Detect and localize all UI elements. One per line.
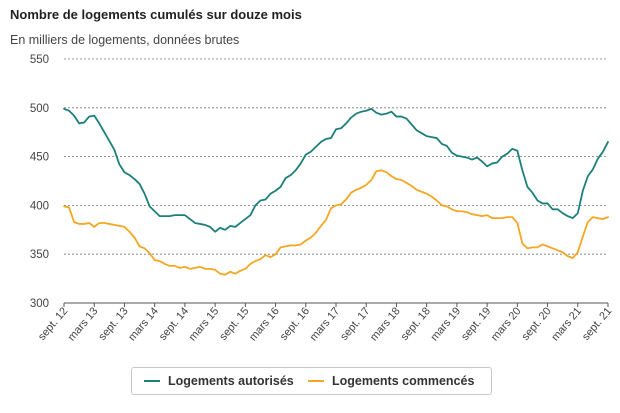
legend-swatch-commences [308, 380, 324, 382]
x-tick-label: sept. 12 [36, 305, 70, 343]
x-tick-label: mars 14 [126, 305, 161, 343]
x-tick-label: sept. 15 [217, 305, 251, 343]
series-lines [63, 107, 609, 276]
series-line-logements-commences [63, 169, 609, 276]
legend-label-autorises: Logements autorisés [168, 374, 294, 388]
x-tick-label: sept. 16 [278, 305, 312, 343]
x-tick-label: mars 18 [368, 305, 403, 343]
x-tick-label: sept. 13 [96, 305, 130, 343]
x-tick-label: sept. 14 [157, 305, 191, 343]
x-tick-label: sept. 21 [580, 305, 614, 343]
y-tick-label: 500 [30, 103, 49, 115]
x-tick-label: mars 17 [308, 305, 343, 343]
x-tick-label: mars 19 [428, 305, 463, 343]
legend: Logements autorisés Logements commencés [131, 367, 492, 395]
x-tick-label: sept. 19 [459, 305, 493, 343]
legend-item-autorises[interactable]: Logements autorisés [144, 368, 294, 394]
y-axis-ticks: 300 350 400 450 500 550 [30, 54, 49, 310]
x-tick-label: mars 21 [549, 305, 584, 343]
x-tick-label: mars 15 [187, 305, 222, 343]
y-tick-label: 350 [30, 249, 49, 261]
x-tick-label: sept. 17 [338, 305, 372, 343]
chart-title: Nombre de logements cumulés sur douze mo… [10, 7, 302, 22]
x-tick-label: mars 13 [66, 305, 101, 343]
x-tick-label: sept. 20 [520, 305, 554, 343]
y-tick-label: 550 [30, 54, 49, 66]
x-tick-label: mars 20 [489, 305, 524, 343]
y-tick-label: 400 [30, 200, 49, 212]
x-tick-label: sept. 18 [399, 305, 433, 343]
legend-item-commences[interactable]: Logements commencés [308, 368, 474, 394]
y-tick-label: 450 [30, 152, 49, 164]
y-tick-label: 300 [30, 298, 49, 310]
series-line-logements-autorises [63, 107, 609, 233]
legend-swatch-autorises [144, 380, 160, 382]
x-tick-label: mars 16 [247, 305, 282, 343]
legend-label-commences: Logements commencés [332, 374, 475, 388]
chart-subtitle: En milliers de logements, données brutes [10, 33, 240, 47]
